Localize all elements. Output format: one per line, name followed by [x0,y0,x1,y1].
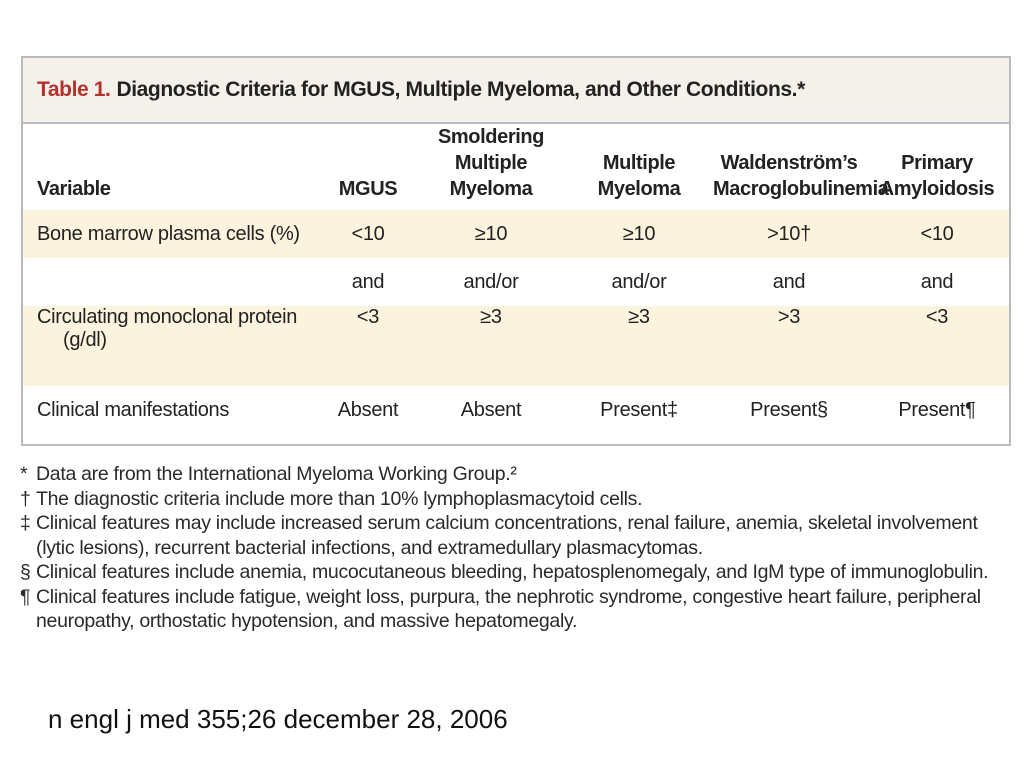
table-cell: and [772,270,806,293]
table-cell: Absent [460,398,522,421]
table-cell: <10 [351,222,385,245]
footnote: † The diagnostic criteria include more t… [20,487,1010,512]
table-cell: <3 [356,306,380,328]
table-row-conjunction: and and/or and/or and and [23,258,1009,306]
table-cell: Present¶ [898,398,976,421]
row-variable [23,258,319,306]
table-title: Diagnostic Criteria for MGUS, Multiple M… [116,78,805,101]
row-variable: Clinical manifestations [37,398,230,421]
footnote-text: Clinical features may include increased … [36,512,978,559]
row-variable: Circulating monoclonal protein (g/dl) [23,306,319,386]
row-variable: Bone marrow plasma cells (%) [37,222,300,245]
footnote-text: The diagnostic criteria include more tha… [36,487,643,510]
footnote-text: Clinical features include fatigue, weigh… [36,585,981,633]
footnote-text: Data are from the International Myeloma … [36,463,517,485]
table-cell: ≥3 [480,306,502,328]
footnote-mark: * [20,463,28,485]
footnote-mark: ‡ [20,512,31,534]
table-cell: ≥10 [622,222,656,245]
citation: n engl j med 355;26 december 28, 2006 [48,704,508,734]
table-cell: Present‡ [600,398,678,421]
table-row-monoclonal-protein: Circulating monoclonal protein (g/dl) <3… [23,306,1009,386]
table-container: Table 1. Diagnostic Criteria for MGUS, M… [21,56,1011,446]
table-row-clinical-manifestations: Clinical manifestations Absent Absent Pr… [23,386,1009,434]
row-variable-line1: Circulating monoclonal protein [37,306,298,328]
footnote: § Clinical features include anemia, muco… [20,560,1010,585]
table-cell: and/or [611,270,667,293]
footnote: ‡ Clinical features may include increase… [20,511,1010,560]
table-row-bone-marrow: Bone marrow plasma cells (%) <10 ≥10 ≥10… [23,210,1009,258]
table-cell: <10 [920,222,954,245]
table-cell: ≥10 [474,222,508,245]
header-multiple-myeloma: Multiple Myeloma [597,152,681,200]
diagnostic-criteria-table: Variable MGUS Smoldering Multiple Myelom… [23,124,1009,434]
footnote-mark: ¶ [20,585,31,608]
header-variable: Variable [37,178,111,200]
header-waldenstrom: Waldenström’s Macroglobulinemia [713,152,889,200]
table-cell: ≥3 [628,306,650,328]
table-cell: <3 [925,306,949,328]
footnote-mark: § [20,561,31,583]
header-mgus: MGUS [338,178,398,200]
footnote-text: Clinical features include anemia, mucocu… [36,561,989,583]
header-primary-amyloidosis: Primary Amyloidosis [879,152,995,200]
header-smoldering-myeloma: Smoldering Multiple Myeloma [437,126,544,200]
table-cell: Absent [337,398,399,421]
table-cell: Present§ [750,398,828,421]
table-cell: >10† [767,222,811,245]
table-cell: >3 [777,306,801,328]
table-cell: and/or [463,270,519,293]
footnote-mark: † [20,487,31,510]
footnote: * Data are from the International Myelom… [20,462,1010,487]
table-label: Table 1. [37,78,111,101]
footnote: ¶ Clinical features include fatigue, wei… [20,585,1010,634]
table-title-bar: Table 1. Diagnostic Criteria for MGUS, M… [23,58,1009,124]
table-cell: and [351,270,385,293]
row-variable-line2: (g/dl) [63,329,107,351]
table-cell: and [920,270,954,293]
footnotes: * Data are from the International Myelom… [20,462,1010,634]
table-header-row: Variable MGUS Smoldering Multiple Myelom… [23,124,1009,210]
